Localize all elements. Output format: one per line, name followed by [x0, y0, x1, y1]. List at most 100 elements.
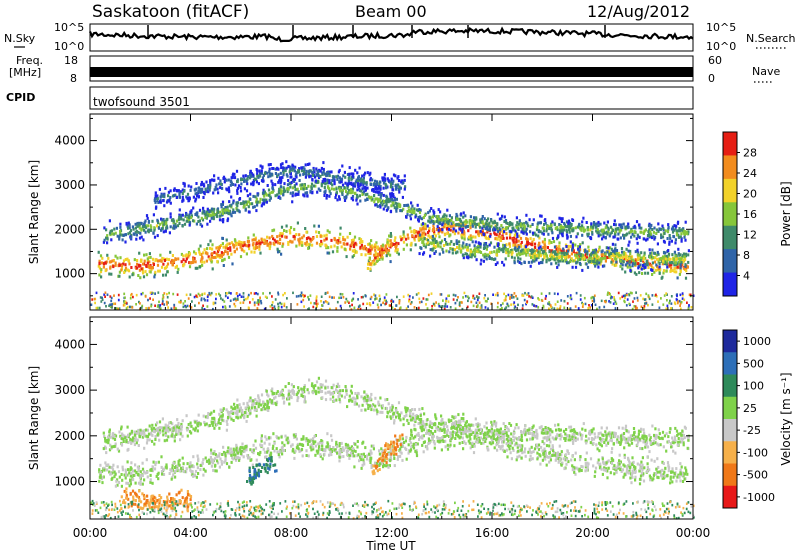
range-cell	[413, 238, 416, 242]
range-cell	[523, 222, 526, 226]
range-cell	[396, 251, 399, 254]
range-cell	[367, 251, 370, 255]
range-cell	[225, 238, 228, 242]
range-cell	[165, 226, 168, 230]
range-cell	[662, 269, 666, 273]
range-cell	[410, 241, 413, 245]
range-cell	[670, 307, 672, 310]
range-cell	[560, 230, 563, 234]
range-cell	[512, 226, 515, 230]
range-cell	[194, 266, 197, 270]
range-cell	[199, 222, 202, 226]
range-cell	[102, 240, 105, 244]
range-cell	[668, 240, 671, 244]
range-cell	[643, 307, 646, 310]
range-cell	[670, 295, 673, 298]
range-cell	[193, 250, 196, 254]
range-cell	[458, 303, 461, 306]
range-cell	[439, 245, 442, 249]
range-cell	[687, 253, 690, 257]
range-cell	[302, 293, 304, 297]
range-cell	[374, 294, 377, 297]
range-cell	[399, 203, 402, 207]
range-cell	[101, 261, 104, 265]
range-cell	[201, 211, 204, 215]
range-cell	[103, 238, 106, 242]
range-cell	[209, 455, 212, 459]
range-cell	[581, 224, 584, 228]
range-cell	[223, 460, 226, 464]
range-cell	[331, 183, 334, 187]
range-cell	[188, 252, 191, 256]
range-cell	[209, 239, 212, 243]
range-cell	[276, 235, 279, 239]
range-cell	[422, 226, 425, 230]
range-cell	[499, 308, 502, 311]
range-cell	[437, 228, 440, 232]
range-cell	[430, 207, 433, 210]
range-cell	[260, 299, 262, 303]
range-cell	[601, 229, 604, 233]
range-cell	[197, 191, 200, 195]
range-cell	[411, 204, 414, 208]
range-cell	[226, 252, 229, 256]
range-cell	[153, 272, 157, 276]
range-cell	[263, 190, 266, 194]
range-cell	[291, 186, 294, 190]
range-cell	[596, 254, 599, 258]
range-cell	[429, 430, 433, 434]
range-cell	[252, 238, 256, 242]
range-cell	[237, 184, 241, 188]
range-cell	[513, 443, 516, 447]
range-cell	[431, 229, 434, 233]
range-cell	[350, 191, 353, 195]
noise-strip: N.Sky 10^5 10^0 10^5 10^0 N.Search	[4, 21, 796, 53]
range-cell	[409, 226, 412, 230]
range-cell	[508, 242, 511, 246]
range-cell	[291, 240, 294, 244]
range-cell	[99, 270, 103, 274]
range-cell	[454, 229, 458, 233]
range-cell	[366, 302, 368, 305]
range-cell	[264, 295, 267, 299]
range-cell	[335, 193, 338, 197]
range-cell	[247, 244, 250, 248]
range-cell	[399, 306, 402, 309]
range-cell	[317, 174, 320, 177]
range-cell	[309, 239, 312, 243]
range-cell	[525, 253, 528, 257]
range-cell	[579, 254, 582, 257]
range-cell	[461, 244, 464, 248]
range-cell	[111, 306, 113, 309]
range-cell	[99, 254, 103, 258]
range-cell	[403, 174, 406, 178]
range-cell	[637, 258, 640, 262]
range-cell	[609, 471, 612, 475]
range-cell	[530, 260, 533, 264]
range-cell	[559, 307, 561, 310]
range-cell	[301, 243, 304, 247]
range-cell	[500, 304, 502, 307]
range-cell	[229, 183, 232, 187]
range-cell	[631, 475, 634, 479]
range-cell	[235, 169, 239, 173]
range-cell	[277, 196, 280, 199]
range-cell	[222, 305, 224, 309]
range-cell	[198, 250, 201, 254]
range-cell	[154, 258, 157, 262]
range-cell	[543, 247, 546, 250]
range-cell	[525, 232, 528, 236]
range-cell	[212, 213, 215, 217]
range-cell	[277, 293, 280, 296]
range-cell	[666, 299, 668, 302]
range-cell	[623, 255, 626, 259]
range-cell	[441, 247, 444, 251]
range-cell	[649, 230, 652, 234]
range-cell	[389, 304, 392, 307]
range-cell	[606, 232, 609, 236]
range-cell	[386, 177, 389, 181]
range-cell	[632, 259, 636, 263]
range-cell	[198, 186, 201, 190]
range-cell	[116, 483, 119, 487]
range-cell	[628, 231, 631, 235]
